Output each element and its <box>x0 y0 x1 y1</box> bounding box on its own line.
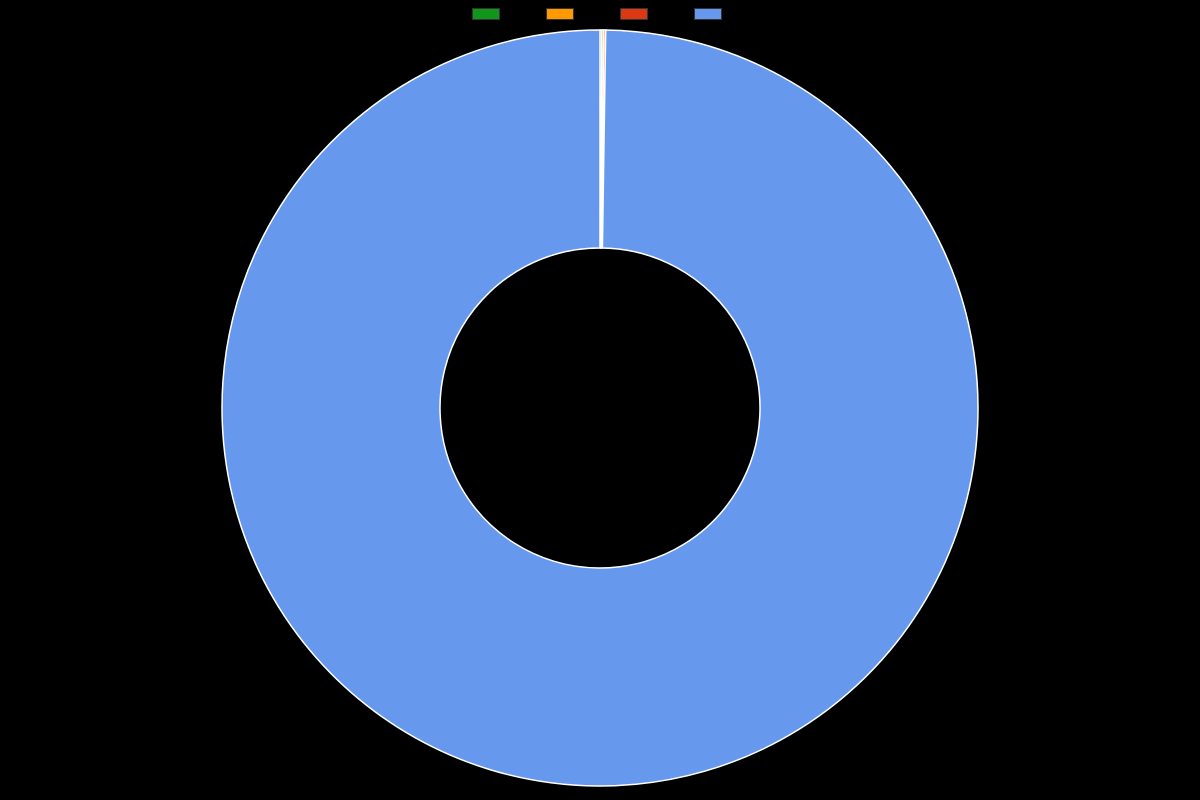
legend-item-1[interactable] <box>546 8 580 20</box>
legend-swatch-1 <box>546 8 574 20</box>
donut-chart <box>220 28 980 788</box>
legend-swatch-3 <box>694 8 722 20</box>
legend-item-0[interactable] <box>472 8 506 20</box>
legend-swatch-2 <box>620 8 648 20</box>
chart-legend <box>472 8 728 20</box>
legend-swatch-0 <box>472 8 500 20</box>
legend-item-3[interactable] <box>694 8 728 20</box>
donut-slice[interactable] <box>222 30 978 786</box>
legend-item-2[interactable] <box>620 8 654 20</box>
